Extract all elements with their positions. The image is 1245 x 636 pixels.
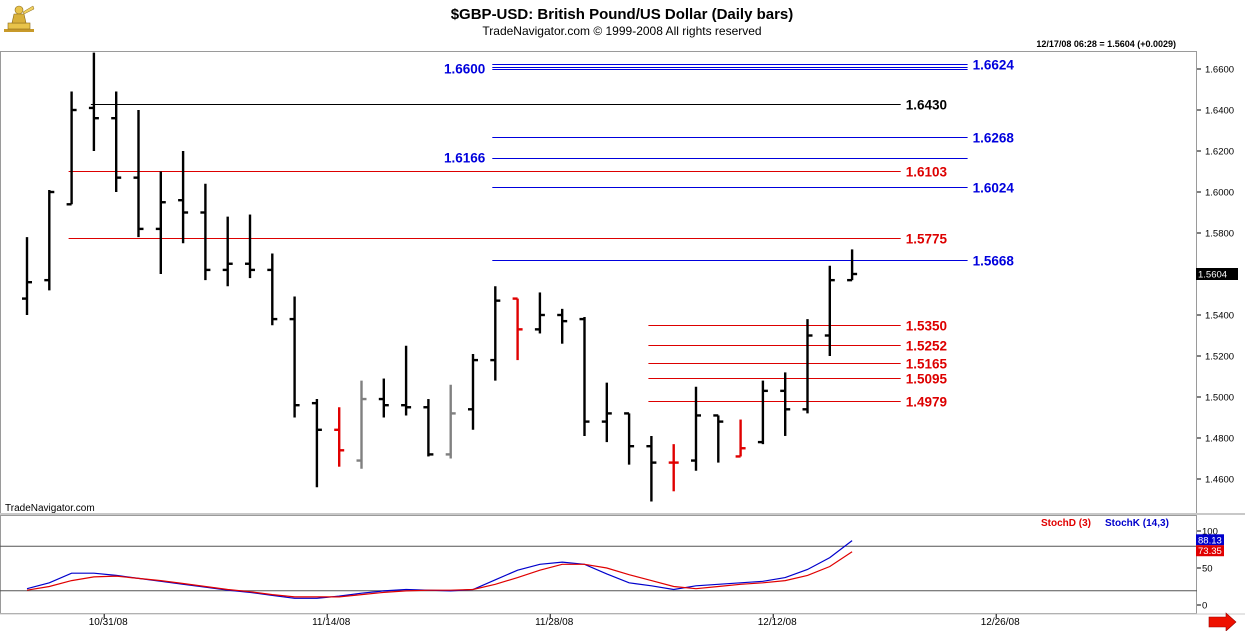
ohlc-bar <box>267 253 278 326</box>
ohlc-bar <box>155 171 166 274</box>
price-tick-label: 1.5800 <box>1205 229 1234 240</box>
ohlc-bar <box>557 308 568 344</box>
price-tick-label: 1.4600 <box>1205 475 1234 486</box>
level-label: 1.5350 <box>906 319 947 334</box>
level-label: 1.6624 <box>973 58 1015 73</box>
ohlc-bars <box>22 52 858 502</box>
price-tick-label: 1.6600 <box>1205 65 1234 76</box>
level-label: 1.6268 <box>973 131 1015 146</box>
ohlc-bar <box>735 419 746 458</box>
level-label: 1.6166 <box>444 151 486 166</box>
date-tick-label: 12/26/08 <box>981 617 1020 628</box>
stochastic-panel <box>0 540 1197 599</box>
ohlc-bar <box>757 380 768 445</box>
ohlc-bar <box>88 52 99 151</box>
ohlc-bar <box>289 296 300 418</box>
level-label: 1.5775 <box>906 232 948 247</box>
osc-tick-label: 0 <box>1202 601 1207 612</box>
ohlc-bar <box>245 214 255 279</box>
osc-last-value-box <box>1196 545 1224 557</box>
ohlc-bar <box>780 372 791 436</box>
trade-navigator-logo-icon <box>4 5 35 32</box>
ohlc-bar <box>646 435 657 502</box>
ohlc-bar <box>668 444 679 492</box>
price-tick-label: 1.6200 <box>1205 147 1234 158</box>
stochastic-legend: StochD (3) StochK (14,3) <box>1041 518 1169 529</box>
date-tick-label: 10/31/08 <box>89 617 128 628</box>
price-tick-label: 1.5200 <box>1205 352 1234 363</box>
osc-legend-entry: StochD (3) <box>1041 518 1091 529</box>
ohlc-bar <box>22 237 32 315</box>
price-axis: 1.46001.48001.50001.52001.54001.56001.58… <box>1197 65 1234 486</box>
date-tick-label: 11/28/08 <box>535 617 574 628</box>
ohlc-bar <box>468 353 478 430</box>
date-tick-label: 11/14/08 <box>312 617 351 628</box>
level-label: 1.5095 <box>906 372 948 387</box>
ohlc-bar <box>111 91 122 192</box>
level-label: 1.6103 <box>906 165 948 180</box>
ohlc-bar <box>178 151 189 244</box>
ohlc-bar <box>66 91 77 206</box>
osc-last-value-label: 73.35 <box>1198 546 1222 557</box>
price-tick-label: 1.4800 <box>1205 434 1234 445</box>
price-tick-label: 1.5400 <box>1205 311 1234 322</box>
ohlc-bar <box>334 407 345 467</box>
ohlc-bar <box>579 317 590 436</box>
ohlc-bar <box>200 183 211 281</box>
ohlc-bar <box>824 265 835 356</box>
last-price-box <box>1196 268 1238 280</box>
ohlc-bar <box>691 386 701 471</box>
ohlc-bar <box>423 399 434 457</box>
last-price-label: 1.5604 <box>1198 270 1227 281</box>
ohlc-bar <box>490 286 501 381</box>
level-label: 1.5668 <box>973 254 1015 269</box>
level-label: 1.6430 <box>906 98 947 113</box>
price-tick-label: 1.5000 <box>1205 393 1234 404</box>
price-tick-label: 1.6000 <box>1205 188 1234 199</box>
price-tick-label: 1.6400 <box>1205 106 1234 117</box>
level-label: 1.6024 <box>973 181 1015 196</box>
ohlc-bar <box>44 189 55 291</box>
quote-status: 12/17/08 06:28 = 1.5604 (+0.0029) <box>1036 39 1176 49</box>
ohlc-bar <box>401 345 412 416</box>
ohlc-bar <box>133 110 144 238</box>
ohlc-bar <box>713 414 724 463</box>
watermark: TradeNavigator.com <box>5 503 95 514</box>
level-label: 1.5252 <box>906 339 947 354</box>
ohlc-bar <box>311 399 322 488</box>
ohlc-bar <box>445 384 456 459</box>
ohlc-bar <box>378 378 389 418</box>
ohlc-bar <box>847 249 858 282</box>
osc-tick-label: 50 <box>1202 564 1213 575</box>
osc-tick-label: 100 <box>1202 527 1218 538</box>
ohlc-bar <box>802 319 813 414</box>
osc-series-line <box>26 551 853 598</box>
date-tick-label: 12/12/08 <box>758 617 797 628</box>
ohlc-bar <box>601 382 612 443</box>
ohlc-bar <box>356 380 367 469</box>
ohlc-bar <box>222 216 233 287</box>
ohlc-bar <box>534 292 545 334</box>
osc-last-value-box <box>1196 534 1224 546</box>
price-levels: 1.6624 1.6600 1.6430 1.6268 1.6166 1.6103 1.60… <box>68 58 1015 410</box>
level-label: 1.6600 <box>444 62 485 77</box>
ohlc-bar <box>512 297 523 361</box>
level-label: 1.5165 <box>906 357 948 372</box>
level-label: 1.4979 <box>906 395 947 410</box>
osc-legend-entry: StochK (14,3) <box>1105 518 1169 529</box>
osc-last-value-label: 88.13 <box>1198 535 1222 546</box>
scroll-right-arrow-icon[interactable] <box>1208 612 1237 632</box>
date-axis: 10/31/08 11/14/08 11/28/08 12/12/08 12/26/08 <box>89 614 1020 628</box>
chart-title: $GBP-USD: British Pound/US Dollar (Daily… <box>451 6 794 23</box>
copyright-notice: TradeNavigator.com © 1999-2008 All right… <box>482 24 761 38</box>
last-price-marker: 1.5604 <box>1196 268 1238 281</box>
ohlc-bar <box>624 412 635 465</box>
